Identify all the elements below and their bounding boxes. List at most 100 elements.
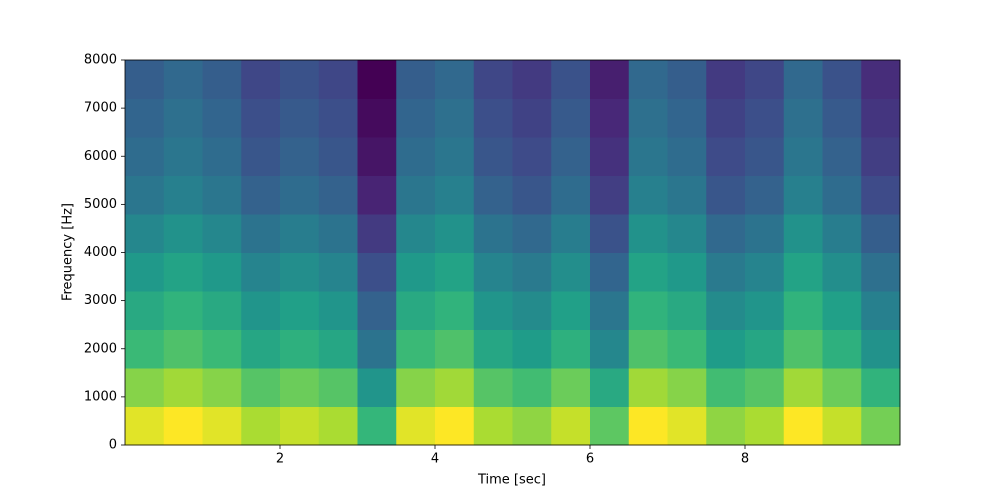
spectrogram-cell (783, 291, 823, 330)
spectrogram-cell (396, 214, 436, 253)
spectrogram-cell (590, 329, 630, 369)
y-tick-label: 5000 (84, 197, 117, 212)
spectrogram-cell (280, 406, 320, 446)
spectrogram-cell (473, 291, 513, 330)
spectrogram-cell (745, 406, 785, 446)
spectrogram-cell (125, 60, 165, 99)
spectrogram-cell (551, 368, 591, 407)
spectrogram-cell (590, 98, 630, 138)
spectrogram-cell (590, 252, 630, 292)
spectrogram-cell (745, 252, 785, 292)
heatmap (125, 60, 901, 446)
spectrogram-cell (783, 175, 823, 215)
spectrogram-cell (628, 329, 668, 369)
spectrogram-cell (512, 252, 552, 292)
spectrogram-cell (163, 175, 203, 215)
spectrogram-cell (202, 214, 242, 253)
spectrogram-cell (125, 214, 165, 253)
spectrogram-cell (396, 98, 436, 138)
spectrogram-cell (435, 406, 475, 446)
spectrogram-cell (512, 175, 552, 215)
spectrogram-cell (822, 137, 862, 176)
spectrogram-cell (667, 98, 707, 138)
spectrogram-cell (706, 214, 746, 253)
spectrogram-cell (241, 98, 281, 138)
spectrogram-cell (473, 60, 513, 99)
spectrogram-cell (473, 98, 513, 138)
spectrogram-cell (125, 291, 165, 330)
spectrogram-cell (551, 252, 591, 292)
spectrogram-cell (861, 368, 901, 407)
spectrogram-cell (706, 329, 746, 369)
spectrogram-cell (745, 175, 785, 215)
spectrogram-cell (512, 406, 552, 446)
spectrogram-cell (822, 329, 862, 369)
spectrogram-cell (667, 406, 707, 446)
spectrogram-cell (745, 60, 785, 99)
spectrogram-cell (667, 368, 707, 407)
spectrogram-cell (435, 252, 475, 292)
spectrogram-cell (745, 137, 785, 176)
spectrogram-cell (861, 60, 901, 99)
spectrogram-cell (163, 368, 203, 407)
spectrogram-cell (280, 214, 320, 253)
spectrogram-cell (357, 175, 397, 215)
spectrogram-cell (241, 406, 281, 446)
spectrogram-cell (590, 406, 630, 446)
spectrogram-cell (590, 291, 630, 330)
spectrogram-cell (202, 137, 242, 176)
spectrogram-cell (667, 60, 707, 99)
spectrogram-cell (628, 137, 668, 176)
spectrogram-cell (745, 98, 785, 138)
spectrogram-cell (628, 175, 668, 215)
spectrogram-cell (783, 98, 823, 138)
spectrogram-cell (163, 252, 203, 292)
spectrogram-cell (396, 60, 436, 99)
spectrogram-cell (202, 60, 242, 99)
spectrogram-cell (551, 291, 591, 330)
spectrogram-cell (202, 175, 242, 215)
spectrogram-cell (357, 214, 397, 253)
spectrogram-cell (783, 329, 823, 369)
spectrogram-cell (125, 252, 165, 292)
spectrogram-cell (318, 329, 358, 369)
spectrogram-cell (241, 252, 281, 292)
spectrogram-cell (706, 368, 746, 407)
spectrogram-cell (745, 214, 785, 253)
spectrogram-cell (435, 329, 475, 369)
spectrogram-cell (202, 329, 242, 369)
spectrogram-cell (551, 98, 591, 138)
spectrogram-cell (667, 214, 707, 253)
spectrogram-cell (590, 214, 630, 253)
spectrogram-cell (628, 252, 668, 292)
spectrogram-cell (125, 137, 165, 176)
spectrogram-cell (590, 60, 630, 99)
x-tick-label: 2 (276, 452, 284, 467)
spectrogram-cell (435, 175, 475, 215)
spectrogram-cell (706, 98, 746, 138)
spectrogram-cell (396, 252, 436, 292)
spectrogram-cell (396, 137, 436, 176)
spectrogram-cell (628, 368, 668, 407)
spectrogram-cell (512, 329, 552, 369)
spectrogram-cell (861, 137, 901, 176)
spectrogram-cell (125, 368, 165, 407)
spectrogram-cell (357, 137, 397, 176)
spectrogram-cell (628, 214, 668, 253)
spectrogram-cell (202, 252, 242, 292)
spectrogram-cell (125, 98, 165, 138)
spectrogram-cell (318, 368, 358, 407)
spectrogram-cell (822, 175, 862, 215)
spectrogram-cell (241, 368, 281, 407)
spectrogram-cell (861, 291, 901, 330)
spectrogram-cell (745, 329, 785, 369)
spectrogram-cell (280, 137, 320, 176)
spectrogram-cell (706, 406, 746, 446)
spectrogram-cell (241, 60, 281, 99)
spectrogram-cell (357, 60, 397, 99)
spectrogram-cell (706, 137, 746, 176)
spectrogram-cell (667, 291, 707, 330)
spectrogram-cell (318, 406, 358, 446)
y-axis-label: Frequency [Hz] (61, 203, 76, 301)
